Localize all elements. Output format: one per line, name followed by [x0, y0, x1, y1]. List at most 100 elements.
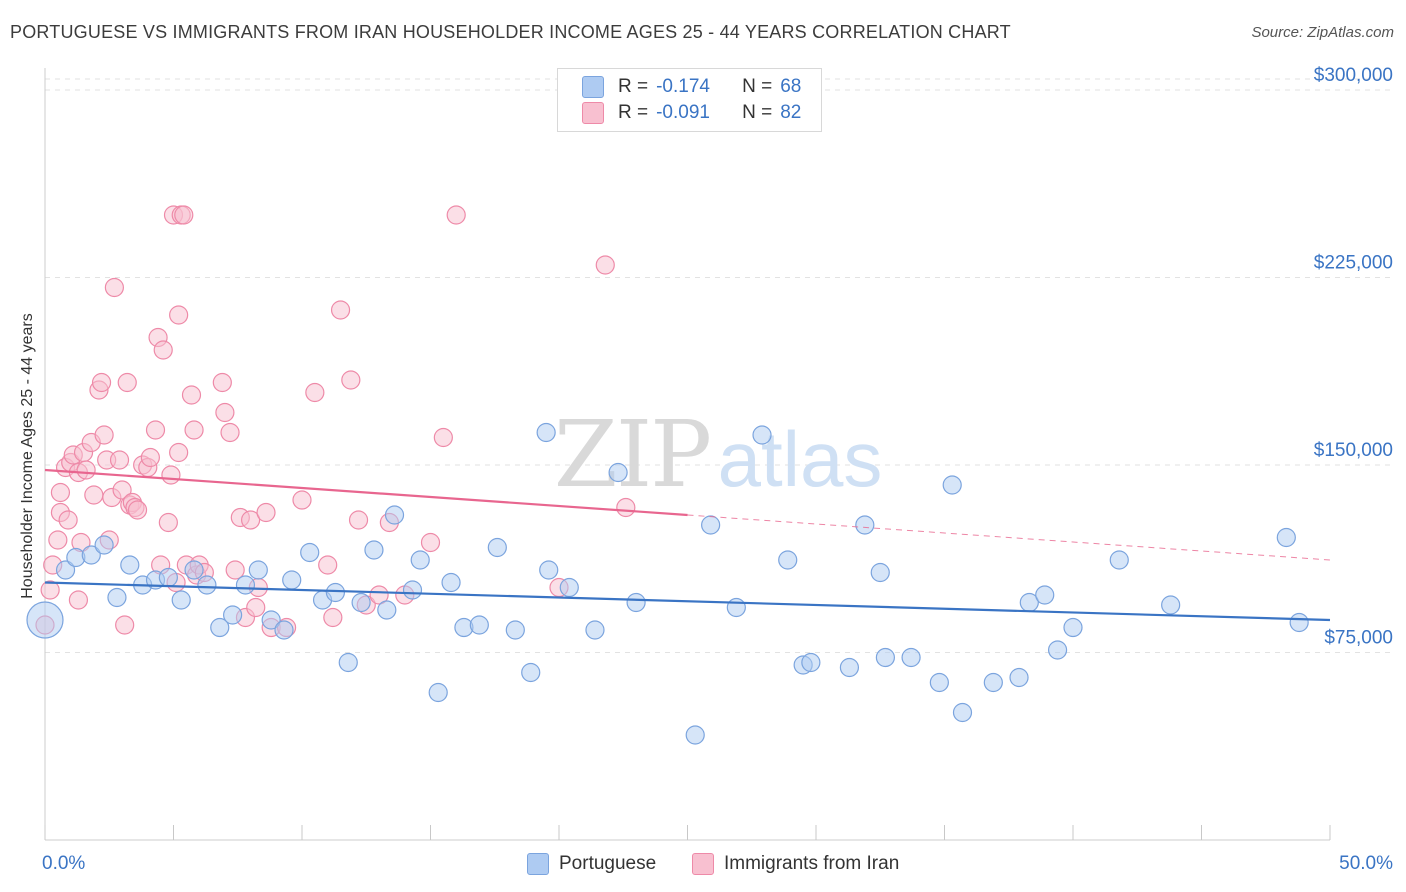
point-iran	[104, 277, 124, 298]
y-tick-label: $75,000	[1324, 628, 1393, 649]
point-portuguese	[441, 572, 461, 593]
tick-labels: $75,000 $150,000 $225,000 $300,000 0.0% 50.0%	[42, 65, 1393, 874]
point-portuguese	[685, 725, 705, 745]
point-portuguese	[505, 620, 525, 640]
legend-swatch-portuguese	[527, 853, 549, 875]
trend-lines	[44, 468, 1331, 622]
y-tick-label: $225,000	[1314, 253, 1393, 274]
point-iran	[169, 305, 189, 325]
point-portuguese	[364, 540, 384, 560]
point-portuguese	[608, 462, 628, 483]
legend-item-portuguese: Portuguese	[527, 852, 656, 876]
point-iran	[40, 580, 60, 600]
point-iran	[184, 420, 204, 440]
point-portuguese	[171, 590, 191, 610]
point-iran	[348, 510, 369, 530]
point-portuguese	[726, 597, 746, 618]
legend-n-value: 82	[780, 102, 802, 123]
point-portuguese	[1009, 667, 1029, 688]
trend-line-iran	[44, 468, 688, 517]
point-iran	[246, 597, 266, 618]
source-label: Source: ZipAtlas.com	[1251, 24, 1394, 41]
point-iran	[161, 465, 181, 485]
point-portuguese	[855, 515, 875, 535]
point-portuguese	[801, 652, 821, 673]
point-portuguese	[235, 575, 256, 595]
point-iran	[433, 427, 453, 448]
legend-r-value: -0.091	[656, 102, 710, 123]
point-portuguese	[983, 672, 1003, 693]
x-tick-label: 0.0%	[42, 853, 85, 874]
point-iran	[595, 255, 615, 275]
point-portuguese	[559, 577, 579, 598]
point-iran	[112, 480, 132, 500]
legend-swatch-iran	[582, 102, 604, 124]
point-portuguese	[536, 422, 556, 443]
point-iran	[48, 530, 68, 550]
point-portuguese	[1063, 617, 1083, 638]
point-iran	[109, 450, 130, 470]
point-portuguese	[1161, 595, 1181, 615]
legend-n-value: 68	[780, 76, 802, 97]
point-portuguese	[428, 682, 448, 703]
legend-r-label: R =	[618, 76, 649, 97]
legend-r-value: -0.174	[656, 76, 710, 97]
point-portuguese	[197, 575, 217, 595]
point-iran	[158, 512, 178, 533]
point-iran	[76, 460, 96, 480]
point-portuguese	[81, 545, 101, 565]
point-portuguese	[875, 647, 895, 668]
legend-n-label: N =	[742, 102, 773, 123]
point-iran	[616, 497, 636, 518]
point-iran	[420, 532, 441, 553]
watermark: ZIP atlas	[554, 401, 882, 508]
point-portuguese	[778, 550, 798, 570]
correlation-legend: R = -0.174 N = 68 R = -0.091 N = 82	[557, 68, 822, 132]
point-portuguese	[248, 560, 268, 580]
point-portuguese	[626, 592, 646, 613]
point-portuguese	[351, 592, 371, 613]
point-portuguese	[274, 620, 294, 640]
point-portuguese	[338, 652, 358, 673]
legend-item-iran: Immigrants from Iran	[692, 852, 899, 876]
legend-label-iran: Immigrants from Iran	[724, 853, 900, 874]
point-iran	[369, 585, 389, 605]
point-portuguese	[942, 475, 962, 495]
point-portuguese	[107, 587, 127, 608]
point-portuguese	[487, 537, 507, 558]
point-portuguese	[55, 560, 76, 580]
legend-swatch-iran	[692, 853, 714, 875]
watermark-zip: ZIP	[554, 401, 710, 508]
chart-title: PORTUGUESE VS IMMIGRANTS FROM IRAN HOUSE…	[10, 22, 1011, 42]
point-iran	[212, 372, 232, 393]
point-portuguese	[539, 560, 559, 580]
y-tick-label: $300,000	[1314, 65, 1393, 86]
point-portuguese	[870, 562, 890, 583]
point-portuguese	[521, 662, 541, 683]
point-iran	[256, 502, 276, 523]
y-tick-label: $150,000	[1314, 440, 1393, 461]
point-portuguese	[929, 672, 949, 693]
x-tick-label: 50.0%	[1339, 853, 1393, 874]
point-iran	[153, 340, 173, 360]
point-iran	[58, 510, 78, 530]
legend-row-portuguese: R = -0.174 N = 68	[582, 75, 801, 99]
point-portuguese	[325, 582, 346, 603]
point-iran	[220, 422, 240, 443]
point-iran	[323, 607, 343, 628]
point-iran	[140, 447, 160, 468]
point-portuguese	[410, 550, 430, 570]
legend-label-portuguese: Portuguese	[559, 853, 657, 874]
trend-line-portuguese	[44, 581, 1331, 622]
point-iran	[181, 385, 202, 405]
point-iran	[225, 560, 245, 580]
point-portuguese	[184, 560, 204, 580]
point-iran	[94, 425, 114, 445]
point-portuguese	[1289, 612, 1309, 633]
point-iran	[127, 500, 148, 520]
point-iran	[117, 372, 137, 393]
point-portuguese	[1276, 527, 1296, 548]
point-iran	[91, 372, 112, 393]
point-iran	[215, 402, 235, 423]
point-portuguese	[839, 657, 860, 678]
